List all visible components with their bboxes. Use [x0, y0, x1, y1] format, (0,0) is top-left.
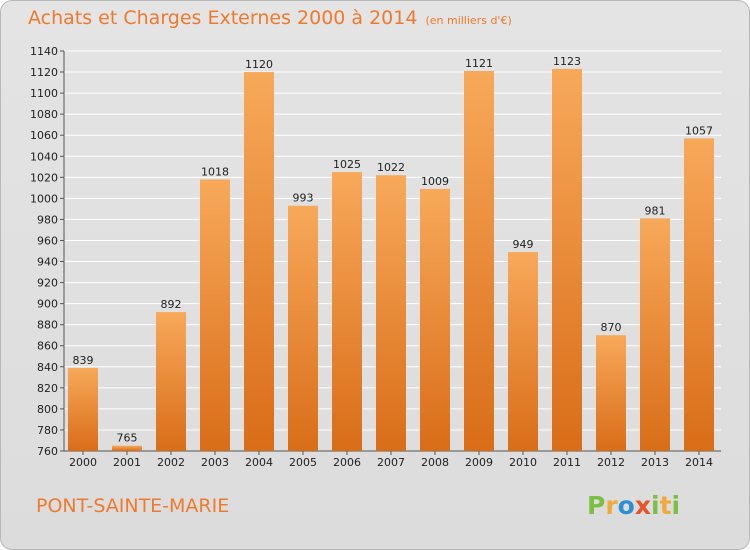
bar-value-label: 1009	[421, 175, 449, 188]
brand-logo: Proxiti	[587, 491, 681, 520]
y-tick-label: 1040	[30, 150, 58, 163]
x-tick-label: 2004	[245, 456, 273, 469]
y-tick-label: 780	[37, 424, 58, 437]
bar-2006	[332, 172, 362, 452]
place-name: PONT-SAINTE-MARIE	[36, 495, 230, 517]
y-tick-label: 940	[37, 256, 58, 269]
y-tick-label: 1100	[30, 87, 58, 100]
y-tick-label: 760	[37, 445, 58, 458]
bar-value-label: 949	[513, 238, 534, 251]
y-tick-label: 1140	[30, 45, 58, 58]
x-tick-label: 2009	[465, 456, 493, 469]
y-tick-label: 920	[37, 277, 58, 290]
bar-value-label: 1121	[465, 57, 493, 70]
bar-value-label: 870	[601, 321, 622, 334]
x-tick-label: 2011	[553, 456, 581, 469]
bar-2005	[288, 205, 318, 451]
bar-2002	[156, 312, 186, 451]
bar-value-label: 1018	[201, 165, 229, 178]
bar-2014	[684, 138, 714, 452]
y-tick-label: 960	[37, 234, 58, 247]
y-tick-label: 1020	[30, 171, 58, 184]
bar-2013	[640, 218, 670, 451]
y-tick-label: 900	[37, 298, 58, 311]
bar-value-label: 1123	[553, 55, 581, 68]
chart-title: Achats et Charges Externes 2000 à 2014 (e…	[28, 7, 512, 29]
bar-value-label: 1120	[245, 58, 273, 71]
bars: 839 765 892 1018 1120 993 1025 1022 1009 1121 949 1…	[68, 55, 714, 452]
bar-value-label: 1025	[333, 158, 361, 171]
axes: 760 780 800 820 840 860 880 900 920 940 960 980 1000…	[30, 45, 721, 469]
bar-2004	[244, 72, 274, 451]
bar-value-label: 1022	[377, 161, 405, 174]
x-tick-label: 2002	[157, 456, 185, 469]
title-text: Achats et Charges Externes 2000 à 2014	[28, 7, 418, 29]
unit-label: (en milliers d'€)	[425, 14, 512, 27]
bar-value-label: 892	[161, 298, 182, 311]
bar-value-label: 1057	[685, 124, 713, 137]
x-tick-label: 2010	[509, 456, 537, 469]
x-tick-label: 2000	[69, 456, 97, 469]
y-tick-label: 1000	[30, 192, 58, 205]
bar-2007	[376, 175, 406, 452]
x-tick-label: 2008	[421, 456, 449, 469]
bar-2011	[552, 68, 582, 451]
x-tick-label: 2003	[201, 456, 229, 469]
y-tick-label: 860	[37, 340, 58, 353]
bar-2003	[200, 179, 230, 451]
y-tick-label: 1120	[30, 66, 58, 79]
bar-value-label: 765	[117, 432, 138, 445]
bar-value-label: 839	[73, 354, 94, 367]
y-tick-label: 840	[37, 361, 58, 374]
y-tick-label: 800	[37, 403, 58, 416]
bar-value-label: 981	[645, 204, 666, 217]
x-tick-label: 2013	[641, 456, 669, 469]
y-tick-label: 1060	[30, 129, 58, 142]
bar-2009	[464, 71, 494, 451]
y-tick-label: 980	[37, 213, 58, 226]
x-tick-label: 2007	[377, 456, 405, 469]
y-tick-label: 880	[37, 319, 58, 332]
x-tick-label: 2005	[289, 456, 317, 469]
bar-2012	[596, 335, 626, 451]
x-tick-label: 2006	[333, 456, 361, 469]
bar-value-label: 993	[293, 192, 314, 205]
bar-2001	[112, 445, 142, 451]
bar-2000	[68, 367, 98, 451]
bar-2008	[420, 188, 450, 452]
bar-2010	[508, 252, 538, 451]
y-tick-label: 820	[37, 382, 58, 395]
x-tick-label: 2012	[597, 456, 625, 469]
y-tick-label: 1080	[30, 108, 58, 121]
x-tick-label: 2014	[685, 456, 713, 469]
x-tick-label: 2001	[113, 456, 141, 469]
